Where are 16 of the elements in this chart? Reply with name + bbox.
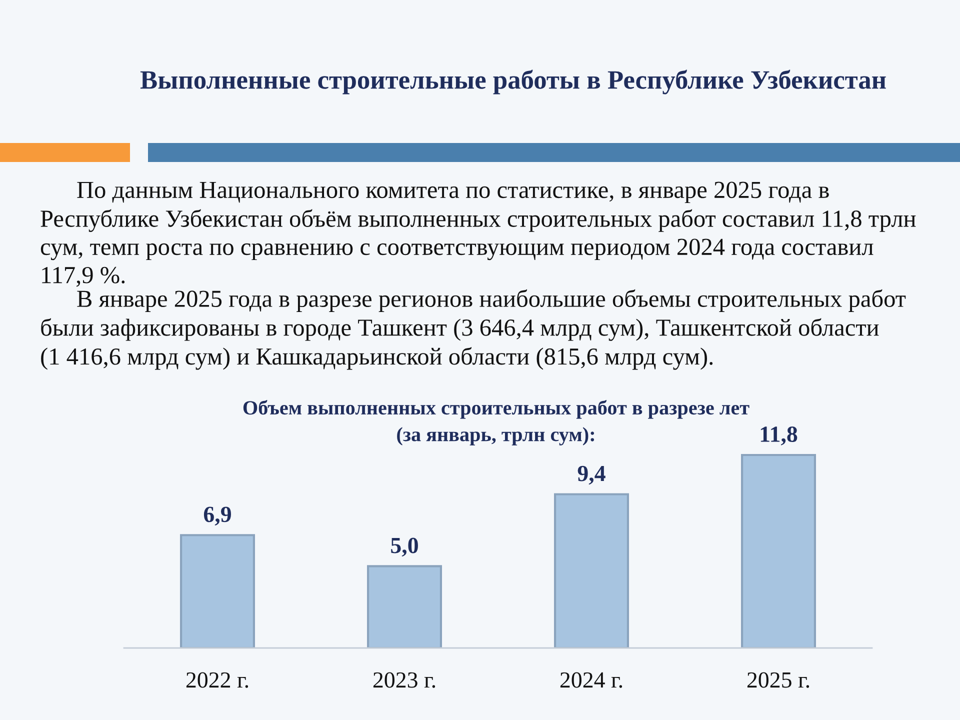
chart-subtitle: Объем выполненных строительных работ в разрезе лет (за январь, трлн сум):	[243, 400, 750, 446]
x-tick-label: 2023 г.	[373, 672, 436, 688]
x-tick-label: 2022 г.	[186, 672, 248, 688]
bar	[554, 493, 630, 648]
data-label: 9,4	[578, 466, 606, 485]
data-label: 6,9	[204, 506, 231, 526]
data-label: 11,8	[760, 426, 798, 446]
bar	[180, 534, 256, 648]
chart-title: Выполненные строительные работы в Республике Узбекистан	[140, 70, 886, 94]
x-tick-label: 2024 г.	[560, 672, 622, 688]
data-label: 5,0	[391, 538, 418, 557]
text: В январе 2025 года в разрезе регионов наибольшие объемы строительных работ были зафиксированы в городе Ташкент (3 646,4 млрд сум), Ташкентской области (1 416,6 млрд сум) и Кашкадарьинской области (815,6 млрд сум).	[41, 289, 906, 370]
text: По данным Национального комитета по статистике, в январе 2025 года в Республике Узбекистан объём выполненных строительных работ составил 11,8 трлн сум, темп роста по сравнению с соответствующим периодом 2024 года составил 117,9 %.	[40, 182, 916, 287]
bar	[740, 454, 816, 648]
bar	[366, 565, 442, 648]
x-tick-label: 2025 г.	[747, 672, 810, 688]
